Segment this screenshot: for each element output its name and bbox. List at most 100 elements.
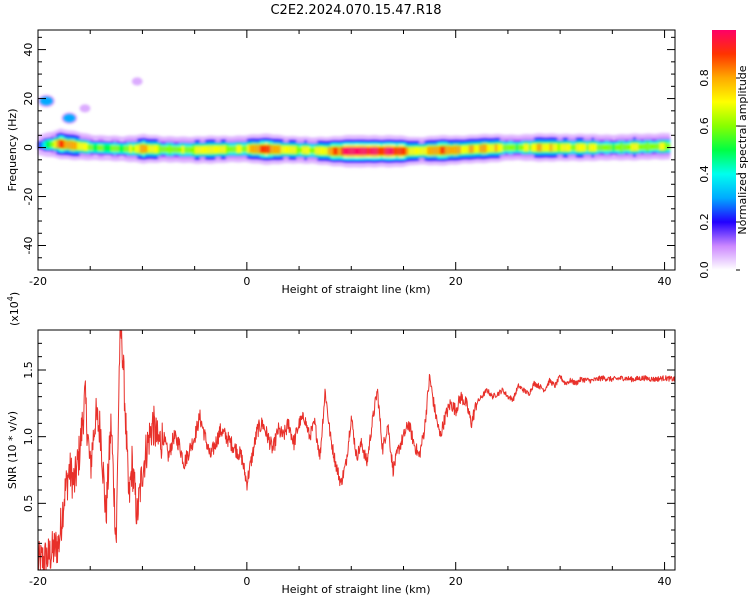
- heat-cell: [395, 146, 399, 156]
- heat-cell: [45, 141, 49, 148]
- heat-cell: [137, 144, 141, 153]
- heat-cell: [173, 146, 177, 153]
- heat-cell: [497, 144, 501, 152]
- heat-cell: [184, 146, 188, 154]
- heat-cell: [340, 147, 344, 156]
- heat-cell: [152, 145, 156, 153]
- heat-cell: [648, 143, 653, 151]
- heat-cell: [176, 146, 180, 154]
- heat-cell: [552, 143, 556, 152]
- heat-cell: [192, 146, 196, 154]
- heat-cell: [502, 144, 506, 152]
- heat-cell: [424, 146, 428, 155]
- heat-cell: [61, 140, 65, 149]
- spectrogram-panel: -20 0 20 40 40 20 0 -20 -40 Height of straight l…: [6, 29, 676, 296]
- heat-cell: [241, 145, 245, 153]
- y-tick-label: 20: [22, 92, 35, 106]
- heat-cell: [111, 144, 115, 152]
- heat-cell: [38, 142, 42, 148]
- heat-cell: [145, 144, 149, 153]
- spectrogram-xlabel: Height of straight line (km): [281, 283, 430, 296]
- heat-cell: [69, 141, 73, 150]
- x-tick-label: 40: [658, 575, 672, 588]
- heat-cell: [121, 145, 125, 153]
- heat-cell: [601, 144, 606, 152]
- heat-cell: [168, 145, 172, 154]
- heat-cell: [393, 146, 397, 156]
- spectrogram-ylabel: Frequency (Hz): [6, 109, 19, 192]
- heat-cell: [95, 144, 99, 152]
- y-tick-label: 0.5: [22, 495, 35, 513]
- heat-cell: [374, 146, 378, 156]
- snr-axes: -20 0 20 40 1.5 1.0 0.5: [22, 329, 675, 588]
- heat-cell: [74, 141, 78, 150]
- heat-cell: [129, 145, 133, 153]
- colorbar-ticks: 0.0 0.2 0.4 0.6 0.8: [698, 69, 740, 279]
- heat-cell: [116, 145, 120, 153]
- heat-cell: [635, 143, 639, 151]
- heat-cell: [134, 145, 138, 153]
- heat-cell: [604, 143, 608, 152]
- heat-cell: [659, 142, 663, 151]
- heat-cell: [588, 143, 592, 152]
- heat-cell: [664, 142, 668, 150]
- heat-cell: [343, 146, 347, 156]
- heat-cell: [105, 144, 109, 152]
- heat-cell: [327, 147, 331, 156]
- heat-cell: [142, 144, 146, 153]
- heat-cell: [426, 146, 431, 155]
- x-tick-label: -20: [29, 275, 47, 288]
- heat-cell: [458, 145, 462, 154]
- heat-cell: [450, 146, 454, 155]
- heat-cell: [419, 147, 423, 155]
- x-tick-label: 40: [658, 275, 672, 288]
- colorbar-tick-label: 0.0: [698, 261, 711, 279]
- heat-cell: [455, 146, 459, 154]
- heat-cell: [476, 144, 480, 153]
- heat-cell: [275, 145, 279, 154]
- heat-cell: [372, 146, 376, 156]
- heat-cell: [58, 139, 62, 149]
- heat-cell: [539, 143, 543, 152]
- heat-cell: [220, 145, 224, 154]
- heat-cell: [296, 146, 300, 154]
- heat-cell: [293, 146, 297, 154]
- heat-cell: [416, 147, 420, 155]
- heat-cell: [87, 143, 91, 151]
- y-tick-label: 1.0: [22, 428, 35, 446]
- heat-cell: [445, 146, 449, 155]
- heat-cell: [518, 144, 522, 151]
- snr-line-layer: [37, 329, 676, 571]
- heat-cell: [387, 146, 391, 156]
- heat-cell: [228, 145, 232, 153]
- heat-cell: [369, 146, 373, 156]
- heat-cell: [541, 143, 545, 152]
- heat-cell: [330, 147, 334, 156]
- heat-cell: [189, 146, 193, 154]
- heat-cell: [560, 143, 564, 152]
- heat-cell: [353, 146, 357, 156]
- heat-cell: [586, 143, 590, 152]
- heat-cell: [306, 146, 311, 155]
- heat-cell: [609, 144, 613, 152]
- heat-cell: [468, 145, 472, 154]
- heat-cell: [620, 143, 624, 151]
- heat-cell: [406, 147, 410, 156]
- heat-cell: [500, 144, 504, 152]
- heat-cell: [147, 145, 151, 153]
- heat-cell: [630, 143, 634, 151]
- heat-cell: [379, 147, 384, 156]
- heat-cell: [314, 146, 318, 155]
- heat-cell: [612, 144, 616, 151]
- heat-cell: [411, 147, 415, 155]
- heat-cell: [338, 147, 342, 156]
- spectrogram-frame: [37, 29, 676, 271]
- heat-cell: [124, 145, 128, 153]
- heat-cell: [215, 145, 219, 154]
- heat-cell: [181, 146, 185, 154]
- heat-cell: [578, 143, 582, 152]
- heat-cell: [471, 145, 475, 153]
- heat-cell: [628, 143, 632, 151]
- heat-cell: [565, 143, 569, 152]
- heat-cell: [400, 146, 404, 156]
